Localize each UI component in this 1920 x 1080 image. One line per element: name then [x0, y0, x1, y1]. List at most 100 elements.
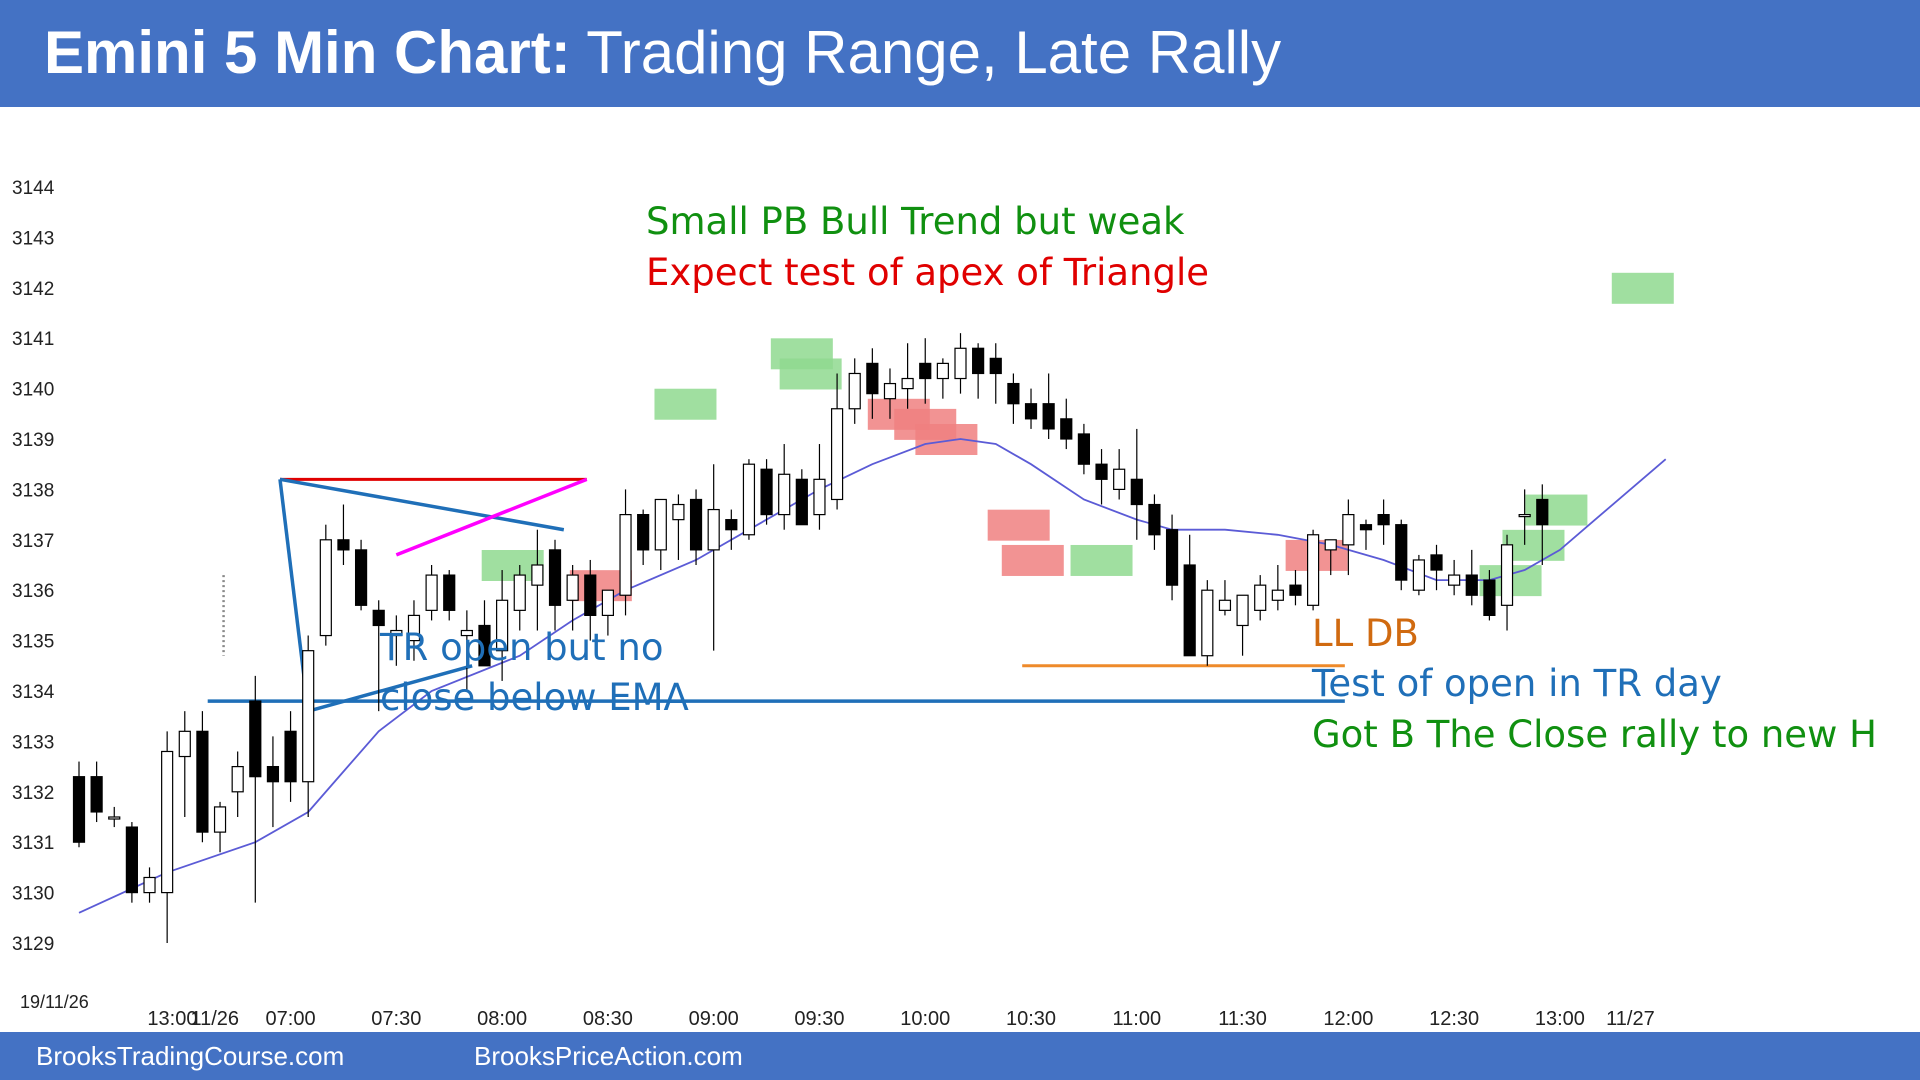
bear-candle	[196, 730, 209, 833]
bear-candle	[1289, 584, 1302, 596]
bull-candle	[302, 650, 315, 783]
bear-candle	[337, 539, 350, 551]
annotation-text: Test of open in TR day	[1311, 662, 1722, 705]
bull-candle	[883, 382, 897, 400]
bull-candle	[531, 564, 544, 586]
date-label: 19/11/26	[20, 992, 89, 1012]
bull-candle	[813, 478, 826, 516]
bull-candle	[319, 539, 332, 637]
bear-candle	[249, 700, 262, 778]
annotation-text: close below EMA	[380, 676, 689, 719]
y-tick-label: 3141	[12, 329, 54, 350]
bull-candle	[496, 599, 509, 652]
y-tick-label: 3144	[12, 178, 55, 199]
x-tick-label: 09:00	[689, 1008, 739, 1030]
bull-candle	[1324, 539, 1337, 551]
bull-candle	[1113, 468, 1126, 490]
x-tick-label: 07:00	[266, 1008, 316, 1030]
bear-candle	[689, 498, 703, 551]
x-tick-label: 13:00	[147, 1008, 197, 1030]
x-tick-label: 11:30	[1218, 1008, 1267, 1030]
green-signal-box	[1525, 494, 1588, 526]
y-tick-label: 3140	[12, 380, 54, 401]
y-tick-label: 3142	[12, 279, 54, 300]
bull-candle	[161, 750, 174, 894]
y-tick-label: 3129	[12, 934, 54, 955]
y-tick-label: 3138	[12, 480, 54, 501]
bear-candle	[266, 765, 280, 783]
bear-candle	[1483, 579, 1496, 616]
title-bar: Emini 5 Min Chart: Trading Range, Late R…	[0, 0, 1920, 107]
bear-candle	[1060, 418, 1073, 440]
bull-candle	[1412, 559, 1425, 591]
bear-candle	[1395, 524, 1408, 581]
y-tick-label: 3139	[12, 430, 54, 451]
bull-candle	[231, 765, 244, 793]
bear-candle	[1148, 503, 1161, 536]
triangle-descending-line	[279, 477, 565, 532]
bear-candle	[1007, 382, 1020, 405]
bear-candle	[1465, 574, 1478, 596]
green-signal-box	[654, 388, 717, 420]
bear-candle	[919, 362, 932, 380]
bear-candle	[866, 362, 879, 395]
bear-candle	[1183, 564, 1196, 657]
bull-candle	[566, 574, 579, 601]
bull-candle	[1254, 584, 1267, 611]
bull-candle	[108, 816, 121, 820]
footer-left-link[interactable]: BrooksTradingCourse.com	[36, 1041, 345, 1071]
footer-right-link[interactable]: BrooksPriceAction.com	[474, 1041, 743, 1071]
bull-candle	[707, 508, 720, 551]
bear-candle	[548, 549, 562, 606]
green-signal-box	[1611, 272, 1674, 304]
y-tick-label: 3130	[12, 884, 54, 905]
bull-candle	[848, 372, 861, 410]
y-tick-label: 3143	[12, 228, 54, 249]
x-tick-label: 07:30	[371, 1008, 421, 1030]
ema-line	[78, 438, 1667, 914]
bull-candle	[936, 362, 949, 380]
bear-candle	[478, 624, 491, 667]
bull-candle	[1518, 514, 1531, 518]
annotation-text: Expect test of apex of Triangle	[646, 251, 1209, 294]
y-tick-label: 3136	[12, 581, 54, 602]
x-tick-label: 08:00	[477, 1008, 527, 1030]
bull-candle	[213, 806, 227, 833]
bull-candle	[830, 408, 844, 501]
bear-candle	[372, 609, 385, 627]
annotation-text: TR open but no	[379, 626, 663, 669]
bear-candle	[584, 574, 597, 616]
bull-candle	[1500, 544, 1514, 606]
x-tick-label: 10:00	[900, 1008, 950, 1030]
bear-candle	[1130, 478, 1143, 506]
chart-title: Emini 5 Min Chart: Trading Range, Late R…	[44, 18, 1281, 87]
bull-candle	[778, 473, 791, 516]
bull-candle	[1271, 589, 1284, 601]
bear-candle	[1359, 524, 1373, 531]
bear-candle	[637, 514, 650, 551]
title-bold: Emini 5 Min Chart:	[44, 19, 571, 86]
green-signal-box	[1070, 544, 1133, 576]
bear-candle	[125, 826, 138, 894]
bear-candle	[354, 549, 368, 606]
bear-candle	[1024, 403, 1038, 420]
bear-candle	[989, 357, 1002, 375]
bull-candle	[742, 463, 756, 536]
annotation-text: LL DB	[1312, 612, 1419, 655]
triangle-ascending-line	[307, 664, 473, 713]
y-tick-label: 3133	[12, 732, 54, 753]
annotation-text: Got B The Close rally to new H	[1312, 713, 1877, 756]
bear-candle	[1095, 463, 1108, 480]
red-signal-box	[1001, 544, 1064, 576]
red-signal-box	[987, 509, 1050, 541]
bull-candle	[143, 876, 156, 894]
bull-candle	[460, 629, 473, 637]
bull-candle	[425, 574, 438, 611]
x-tick-label: 08:30	[583, 1008, 633, 1030]
bull-candle	[654, 498, 667, 551]
y-tick-label: 3131	[12, 833, 54, 854]
bull-candle	[1218, 599, 1232, 611]
x-tick-label: 11:00	[1113, 1008, 1162, 1030]
bear-candle	[284, 730, 297, 783]
y-tick-label: 3134	[12, 682, 55, 703]
